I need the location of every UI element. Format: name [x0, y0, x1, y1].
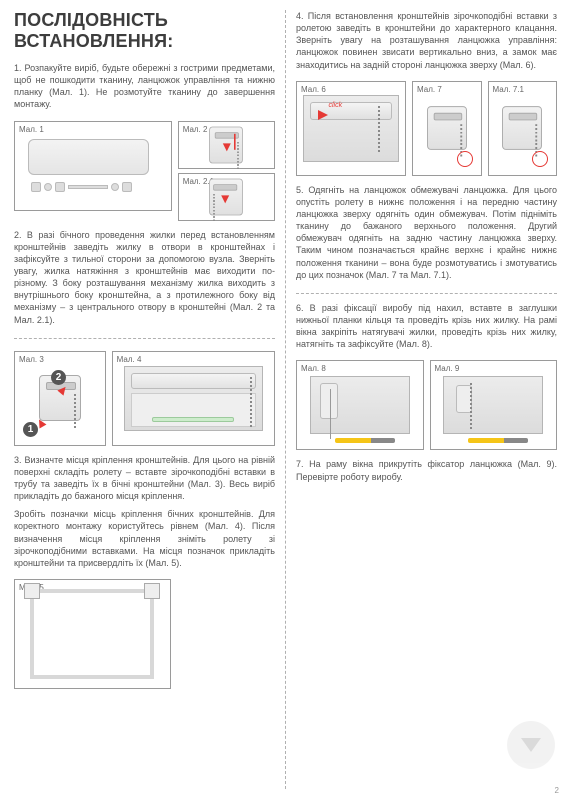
page-number: 2	[555, 786, 559, 795]
figure-1-label: Мал. 1	[19, 125, 44, 134]
figure-5: Мал. 5	[14, 579, 171, 689]
callout-1: 1	[23, 422, 38, 437]
figure-9: Мал. 9	[430, 360, 558, 450]
divider-h-right	[296, 293, 557, 294]
step-3b-text: Зробіть позначки місць кріплення бічних …	[14, 508, 275, 569]
right-column: 4. Після встановлення кронштейнів зірочк…	[286, 10, 557, 789]
figure-6: Мал. 6 click	[296, 81, 406, 176]
fig-row-2: Мал. 3 1 2 Мал. 4	[14, 351, 275, 446]
figure-3: Мал. 3 1 2	[14, 351, 106, 446]
figure-7: Мал. 7	[412, 81, 482, 176]
step-4-text: 4. Після встановлення кронштейнів зірочк…	[296, 10, 557, 71]
click-label: click	[328, 102, 342, 109]
divider-h-left	[14, 338, 275, 339]
figure-2-label: Мал. 2	[183, 125, 208, 134]
figure-4-label: Мал. 4	[117, 355, 142, 364]
figure-4: Мал. 4	[112, 351, 275, 446]
watermark-icon	[507, 721, 555, 769]
fig-row-4: Мал. 6 click Мал. 7 Мал. 7.1	[296, 81, 557, 176]
figure-7-1: Мал. 7.1	[488, 81, 558, 176]
fig-row-3: Мал. 5	[14, 579, 275, 689]
figure-8-label: Мал. 8	[301, 364, 326, 373]
figure-9-label: Мал. 9	[435, 364, 460, 373]
callout-2: 2	[51, 370, 66, 385]
left-column: ПОСЛІДОВНІСТЬ ВСТАНОВЛЕННЯ: 1. Розпакуйт…	[14, 10, 285, 789]
step-3a-text: 3. Визначте місця кріплення кронштейнів.…	[14, 454, 275, 503]
page-title: ПОСЛІДОВНІСТЬ ВСТАНОВЛЕННЯ:	[14, 10, 275, 52]
figure-2: Мал. 2	[178, 121, 275, 169]
figure-7-1-label: Мал. 7.1	[493, 85, 524, 94]
step-2-text: 2. В разі бічного проведення жилки перед…	[14, 229, 275, 326]
fig-row-1: Мал. 1 Мал. 2	[14, 121, 275, 221]
figure-2-1: Мал. 2.1	[178, 173, 275, 221]
page: ПОСЛІДОВНІСТЬ ВСТАНОВЛЕННЯ: 1. Розпакуйт…	[0, 0, 565, 799]
step-5-text: 5. Одягніть на ланцюжок обмежувачі ланцю…	[296, 184, 557, 281]
figure-6-label: Мал. 6	[301, 85, 326, 94]
figure-7-label: Мал. 7	[417, 85, 442, 94]
figure-3-label: Мал. 3	[19, 355, 44, 364]
step-1-text: 1. Розпакуйте виріб, будьте обережні з г…	[14, 62, 275, 111]
step-6-text: 6. В разі фіксації виробу під нахил, вст…	[296, 302, 557, 351]
step-7-text: 7. На раму вікна прикрутіть фіксатор лан…	[296, 458, 557, 482]
fig-row-5: Мал. 8 Мал. 9	[296, 360, 557, 450]
figure-1: Мал. 1	[14, 121, 172, 211]
figure-8: Мал. 8	[296, 360, 424, 450]
